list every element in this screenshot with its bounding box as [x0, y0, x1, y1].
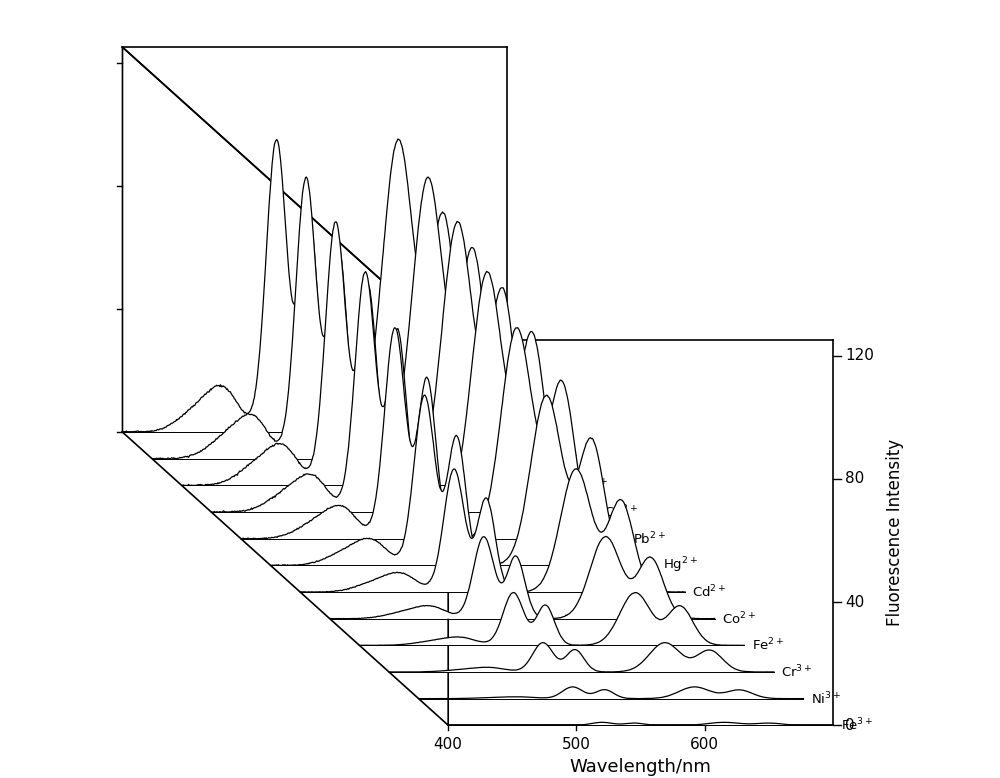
Text: Cr$^{3+}$: Cr$^{3+}$ — [781, 664, 813, 680]
Polygon shape — [182, 222, 567, 485]
Polygon shape — [241, 328, 626, 538]
Text: 500: 500 — [562, 737, 591, 752]
Text: Ca$^{2+}$: Ca$^{2+}$ — [544, 450, 578, 467]
Polygon shape — [152, 177, 537, 459]
Polygon shape — [122, 47, 448, 725]
Text: H$_2$O: H$_2$O — [515, 425, 543, 440]
Polygon shape — [300, 468, 685, 592]
Text: Co$^{2+}$: Co$^{2+}$ — [722, 611, 756, 627]
Text: Fe$^{3+}$: Fe$^{3+}$ — [841, 717, 873, 734]
Text: Fluorescence Intensity: Fluorescence Intensity — [886, 440, 904, 626]
Polygon shape — [330, 536, 715, 619]
Polygon shape — [389, 643, 774, 672]
Polygon shape — [419, 687, 803, 699]
Text: 600: 600 — [690, 737, 719, 752]
Text: Wavelength/nm: Wavelength/nm — [570, 758, 712, 776]
Text: Ni$^{3+}$: Ni$^{3+}$ — [811, 690, 841, 707]
Polygon shape — [122, 139, 507, 432]
Text: Cd$^{2+}$: Cd$^{2+}$ — [692, 584, 727, 601]
Text: Hg$^{2+}$: Hg$^{2+}$ — [663, 555, 698, 575]
Text: 0: 0 — [845, 718, 855, 733]
Text: Pb$^{2+}$: Pb$^{2+}$ — [633, 531, 666, 547]
Text: 400: 400 — [434, 737, 463, 752]
Polygon shape — [448, 722, 833, 725]
Text: Fe$^{2+}$: Fe$^{2+}$ — [752, 637, 784, 654]
Text: 120: 120 — [845, 349, 874, 363]
Polygon shape — [359, 593, 744, 645]
Polygon shape — [271, 395, 655, 566]
Text: Zn$^{2+}$: Zn$^{2+}$ — [574, 477, 608, 494]
Text: 80: 80 — [845, 471, 864, 486]
Polygon shape — [211, 272, 596, 512]
Text: 40: 40 — [845, 594, 864, 610]
Text: Cu$^{2+}$: Cu$^{2+}$ — [604, 504, 638, 520]
